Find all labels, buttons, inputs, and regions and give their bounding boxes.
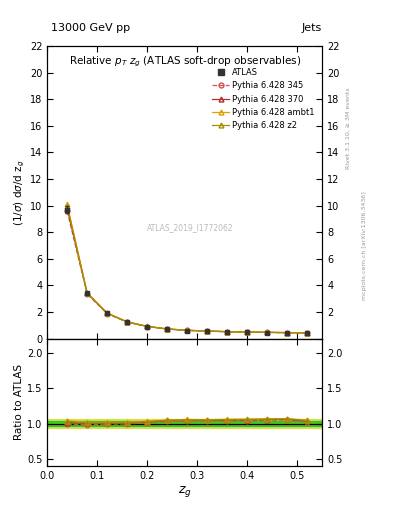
- Text: Relative $p_T$ $z_g$ (ATLAS soft-drop observables): Relative $p_T$ $z_g$ (ATLAS soft-drop ob…: [68, 55, 301, 69]
- Y-axis label: Ratio to ATLAS: Ratio to ATLAS: [14, 364, 24, 440]
- Text: 13000 GeV pp: 13000 GeV pp: [51, 23, 130, 33]
- Text: mcplots.cern.ch [arXiv:1306.3436]: mcplots.cern.ch [arXiv:1306.3436]: [362, 191, 367, 300]
- X-axis label: $z_g$: $z_g$: [178, 483, 192, 499]
- Text: Jets: Jets: [302, 23, 322, 33]
- Bar: [47, 419, 322, 429]
- Legend: ATLAS, Pythia 6.428 345, Pythia 6.428 370, Pythia 6.428 ambt1, Pythia 6.428 z2: ATLAS, Pythia 6.428 345, Pythia 6.428 37…: [209, 65, 318, 133]
- Text: Rivet 3.1.10, ≥ 3M events: Rivet 3.1.10, ≥ 3M events: [346, 87, 351, 169]
- Bar: [47, 421, 322, 425]
- Text: ATLAS_2019_I1772062: ATLAS_2019_I1772062: [147, 223, 233, 232]
- Y-axis label: (1/$\sigma$) d$\sigma$/d z$_g$: (1/$\sigma$) d$\sigma$/d z$_g$: [13, 159, 27, 226]
